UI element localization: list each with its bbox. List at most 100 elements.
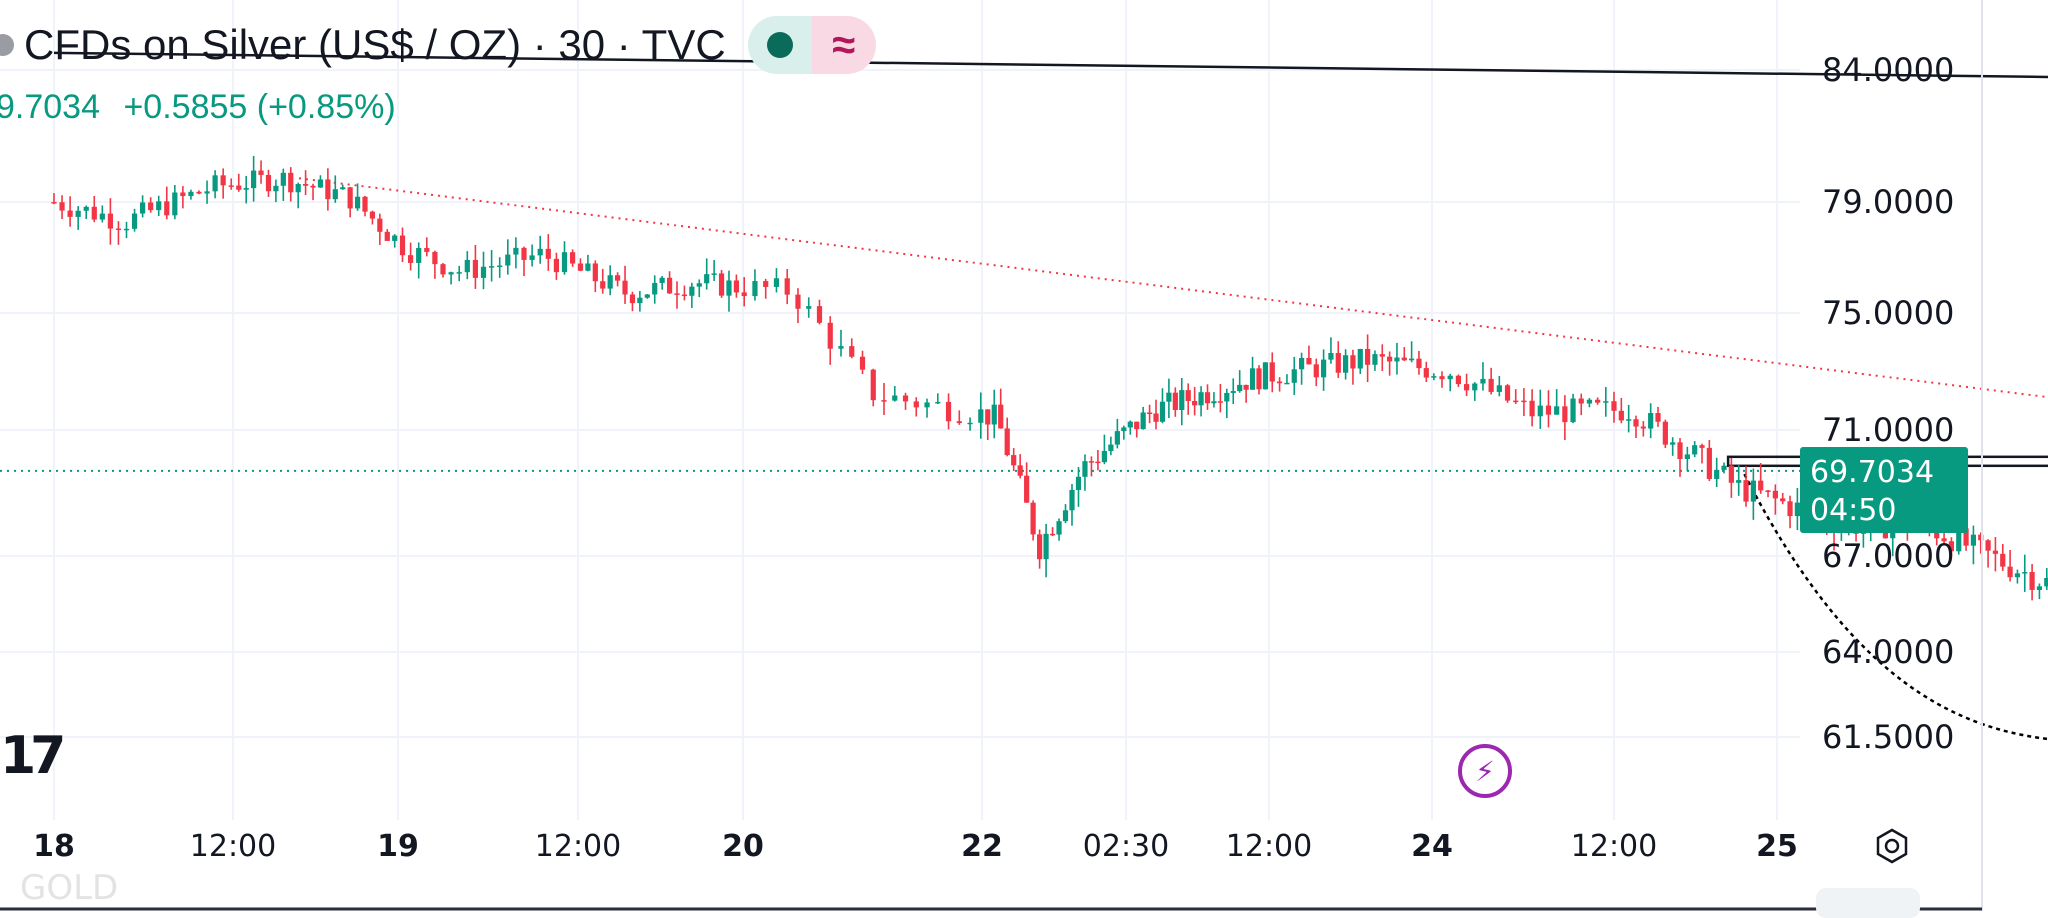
- candle-body: [220, 175, 226, 186]
- candle-body: [1480, 378, 1486, 384]
- candle-body: [870, 369, 876, 401]
- candle-body: [652, 282, 658, 295]
- candle-body: [1343, 355, 1349, 373]
- candle-body: [1488, 378, 1494, 392]
- candle-body: [637, 297, 643, 304]
- candle-body: [1108, 444, 1114, 451]
- candle-body: [188, 191, 194, 197]
- time-axis-label: 12:00: [1571, 829, 1657, 864]
- candle-body: [924, 402, 930, 408]
- time-axis-label: 02:30: [1083, 829, 1169, 864]
- candle-body: [1121, 427, 1127, 432]
- candle-body: [172, 192, 178, 216]
- candle-body: [432, 251, 438, 265]
- candlestick-series: [51, 155, 2048, 601]
- candle-body: [140, 202, 146, 214]
- candle-body: [1463, 384, 1470, 391]
- candle-body: [1496, 385, 1502, 392]
- candle-body: [2044, 578, 2048, 587]
- candle-body: [1743, 480, 1749, 502]
- candle-body: [1714, 469, 1720, 479]
- candle-body: [1328, 352, 1334, 360]
- candle-body: [741, 292, 747, 297]
- candle-body: [1153, 413, 1159, 422]
- symbol-title[interactable]: CFDs on Silver (US$ / OZ) · 30 · TVC: [24, 21, 726, 68]
- candle-body: [1787, 501, 1793, 517]
- candle-body: [1166, 392, 1172, 402]
- lightning-icon[interactable]: ⚡: [1458, 744, 1512, 798]
- candle-body: [1224, 392, 1230, 402]
- candle-body: [1750, 480, 1756, 502]
- candle-body: [1217, 401, 1223, 403]
- candle-body: [303, 184, 309, 186]
- candle-body: [1291, 369, 1297, 383]
- candle-body: [1409, 358, 1415, 361]
- candle-body: [115, 228, 122, 231]
- candle-body: [1365, 348, 1371, 365]
- price-axis-label: 67.0000: [1822, 537, 1954, 575]
- candle-body: [1794, 502, 1800, 517]
- candle-body: [1276, 381, 1283, 384]
- candle-body: [1049, 533, 1056, 536]
- candle-body: [537, 248, 543, 256]
- candle-body: [1394, 357, 1400, 362]
- candle-body: [131, 213, 138, 229]
- cup-pattern[interactable]: [1743, 465, 2048, 742]
- long-trendline[interactable]: [53, 51, 2048, 94]
- candle-body: [2000, 553, 2006, 567]
- candle-body: [718, 273, 725, 296]
- candle-body: [1431, 376, 1437, 378]
- drawing-tools[interactable]: [0, 51, 2048, 742]
- candle-body: [1299, 358, 1305, 370]
- status-pill[interactable]: ≈: [747, 16, 876, 74]
- settings-icon[interactable]: [1872, 826, 1912, 866]
- descending-trendline[interactable]: [298, 177, 2048, 556]
- candle-body: [1578, 398, 1584, 404]
- candle-body: [251, 170, 257, 189]
- candle-body: [1772, 490, 1778, 499]
- candle-body: [399, 235, 406, 256]
- candle-body: [1423, 368, 1429, 378]
- candle-body: [384, 231, 390, 241]
- candle-body: [1662, 421, 1668, 445]
- candle-body: [2014, 573, 2021, 578]
- candle-body: [1140, 412, 1146, 430]
- candle-body: [1554, 406, 1560, 415]
- scroll-to-realtime-button[interactable]: [1816, 888, 1920, 918]
- candle-body: [489, 266, 495, 268]
- legend-change: +0.5855 (+0.85%): [123, 88, 396, 126]
- candle-body: [629, 294, 636, 304]
- candle-body: [1230, 391, 1236, 393]
- candle-body: [464, 259, 470, 273]
- candle-body: [196, 191, 202, 194]
- candle-body: [164, 201, 170, 216]
- candle-body: [1586, 399, 1593, 404]
- time-axis-label: 25: [1756, 829, 1798, 864]
- candle-body: [1699, 445, 1705, 448]
- candle-body: [1192, 400, 1198, 406]
- candle-body: [1736, 480, 1742, 483]
- candle-body: [577, 263, 584, 271]
- candle-body: [416, 248, 422, 263]
- candle-body: [1114, 431, 1120, 445]
- candle-body: [529, 255, 535, 260]
- time-axis-label: 12:00: [190, 829, 276, 864]
- candle-body: [689, 286, 695, 296]
- candle-body: [784, 278, 790, 295]
- candle-body: [1401, 357, 1407, 361]
- candle-body: [644, 294, 650, 298]
- wave-icon[interactable]: ≈: [811, 16, 876, 74]
- resistance-rectangle[interactable]: [1726, 455, 2048, 468]
- candle-body: [1562, 406, 1568, 423]
- price-axis-label: 61.5000: [1822, 718, 1954, 756]
- candle-body: [945, 401, 952, 422]
- candle-body: [666, 277, 673, 294]
- market-open-icon[interactable]: [747, 16, 812, 74]
- ohlc-legend: 9.7034 +0.5855 (+0.85%): [0, 88, 396, 127]
- candle-body: [1758, 480, 1764, 491]
- candle-body: [1024, 475, 1030, 503]
- candle-body: [1350, 355, 1356, 369]
- candle-body: [902, 395, 909, 402]
- candle-body: [1284, 382, 1290, 385]
